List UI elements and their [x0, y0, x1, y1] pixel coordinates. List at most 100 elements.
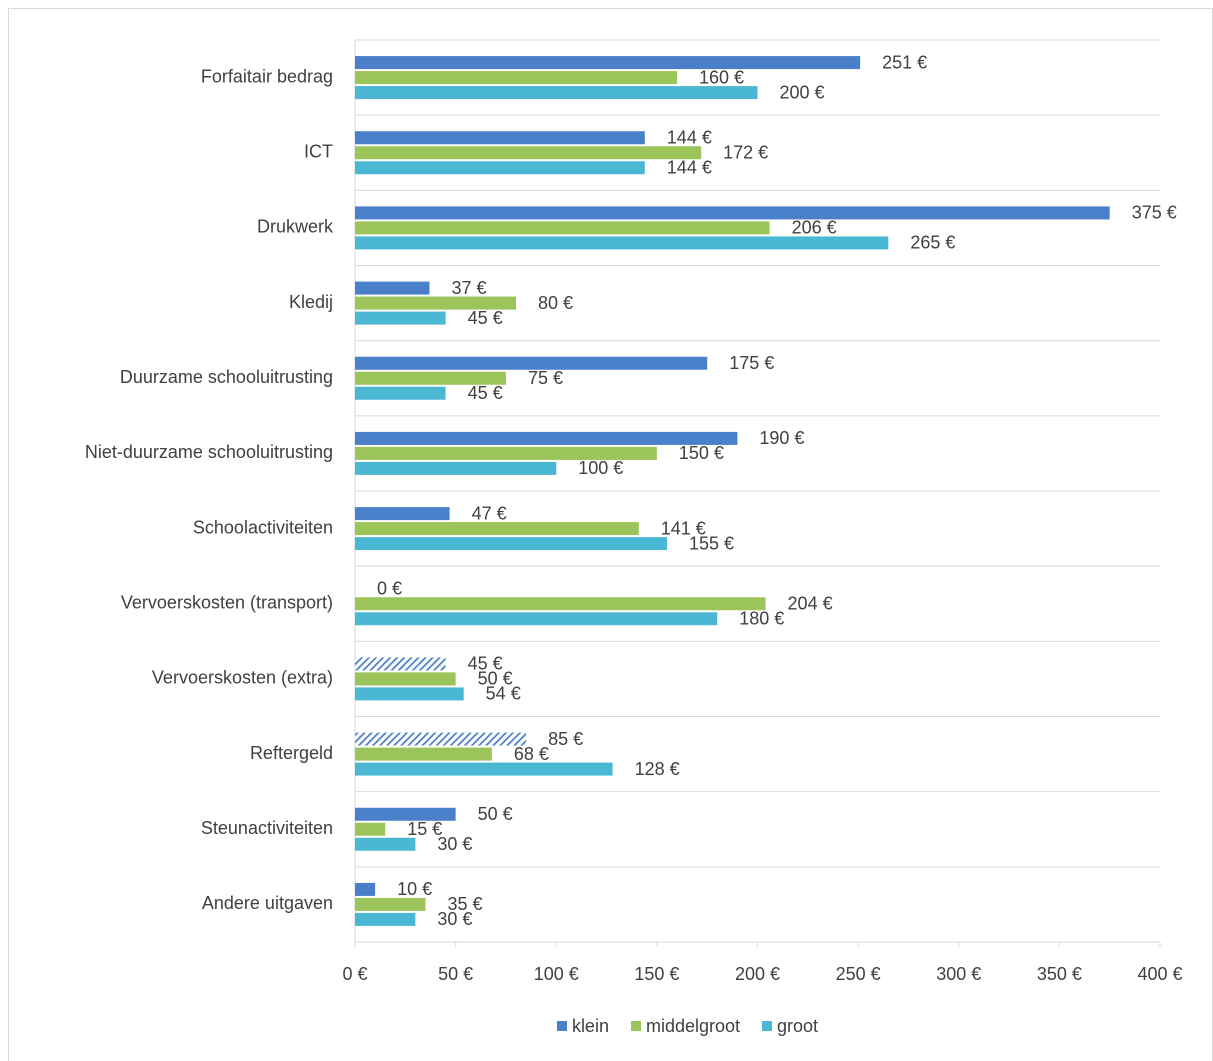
- bar: [355, 747, 492, 761]
- y-tick-label: Niet-duurzame schooluitrusting: [85, 442, 333, 462]
- x-tick-label: 50 €: [438, 964, 473, 984]
- bar: [355, 687, 464, 701]
- value-label: 206 €: [792, 218, 837, 238]
- legend-swatch: [556, 1021, 567, 1031]
- bar: [355, 882, 376, 896]
- bar: [355, 446, 657, 460]
- bar: [355, 597, 766, 611]
- value-label: 175 €: [729, 353, 774, 373]
- value-label: 50 €: [478, 804, 513, 824]
- x-tick-label: 150 €: [634, 964, 679, 984]
- value-label: 144 €: [667, 158, 712, 178]
- bar: [355, 86, 758, 100]
- value-label: 47 €: [472, 503, 507, 523]
- bar: [355, 762, 613, 776]
- legend-swatch: [762, 1021, 773, 1031]
- value-label: 45 €: [468, 383, 503, 403]
- x-tick-label: 0 €: [342, 964, 367, 984]
- value-label: 172 €: [723, 143, 768, 163]
- bar: [355, 131, 645, 145]
- y-tick-label: Vervoerskosten (transport): [121, 593, 333, 613]
- bar: [355, 612, 718, 626]
- y-tick-label: ICT: [304, 142, 333, 162]
- bar: [355, 311, 446, 325]
- value-label: 160 €: [699, 67, 744, 87]
- bar: [355, 161, 645, 175]
- bar: [355, 657, 446, 671]
- legend-swatch: [630, 1021, 641, 1031]
- value-label: 15 €: [407, 819, 442, 839]
- y-tick-label: Duurzame schooluitrusting: [120, 367, 333, 387]
- value-label: 100 €: [578, 458, 623, 478]
- x-tick-label: 350 €: [1037, 964, 1082, 984]
- bar: [355, 221, 770, 235]
- value-label: 180 €: [739, 609, 784, 629]
- value-label: 375 €: [1132, 203, 1177, 223]
- bar: [355, 281, 430, 295]
- value-label: 0 €: [377, 579, 402, 599]
- bar: [355, 371, 506, 385]
- bar: [355, 56, 861, 70]
- bar: [355, 236, 889, 250]
- bar: [355, 146, 702, 160]
- value-label: 30 €: [437, 834, 472, 854]
- value-label: 190 €: [759, 428, 804, 448]
- bar: [355, 71, 677, 85]
- bar: [355, 206, 1110, 220]
- bar: [355, 296, 516, 310]
- y-tick-label: Kledij: [289, 292, 333, 312]
- value-label: 30 €: [437, 909, 472, 929]
- x-tick-label: 300 €: [936, 964, 981, 984]
- legend-label: groot: [777, 1016, 818, 1036]
- value-label: 204 €: [788, 594, 833, 614]
- bar: [355, 732, 527, 746]
- x-tick-label: 400 €: [1137, 964, 1182, 984]
- value-label: 75 €: [528, 368, 563, 388]
- value-label: 10 €: [397, 879, 432, 899]
- legend: klein middelgroot groot: [556, 1016, 818, 1036]
- y-tick-label: Reftergeld: [250, 743, 333, 763]
- value-label: 68 €: [514, 744, 549, 764]
- value-label: 45 €: [468, 654, 503, 674]
- value-label: 85 €: [548, 729, 583, 749]
- y-tick-label: Steunactiviteiten: [201, 818, 333, 838]
- value-label: 251 €: [882, 52, 927, 72]
- value-label: 37 €: [451, 278, 486, 298]
- bar: [355, 822, 386, 836]
- x-tick-label: 200 €: [735, 964, 780, 984]
- legend-label: middelgroot: [646, 1016, 740, 1036]
- bar: [355, 807, 456, 821]
- bar: [355, 507, 450, 521]
- bar: [355, 897, 426, 911]
- bar: [355, 356, 708, 370]
- value-label: 141 €: [661, 518, 706, 538]
- bar: [355, 431, 738, 445]
- value-label: 265 €: [910, 233, 955, 253]
- bar: [355, 672, 456, 686]
- value-label: 80 €: [538, 293, 573, 313]
- x-tick-label: 100 €: [534, 964, 579, 984]
- x-tick-label: 250 €: [836, 964, 881, 984]
- legend-label: klein: [572, 1016, 609, 1036]
- value-label: 35 €: [447, 894, 482, 914]
- value-label: 155 €: [689, 533, 734, 553]
- bar: [355, 461, 557, 475]
- bar: [355, 837, 416, 851]
- y-tick-label: Andere uitgaven: [202, 893, 333, 913]
- y-tick-label: Drukwerk: [257, 217, 334, 237]
- value-label: 200 €: [780, 82, 825, 102]
- y-tick-label: Forfaitair bedrag: [201, 66, 333, 86]
- bar: [355, 386, 446, 400]
- y-tick-label: Schoolactiviteiten: [193, 517, 333, 537]
- y-tick-label: Vervoerskosten (extra): [152, 668, 333, 688]
- bar: [355, 537, 667, 551]
- value-label: 150 €: [679, 443, 724, 463]
- value-label: 45 €: [468, 308, 503, 328]
- bar: [355, 522, 639, 536]
- value-label: 144 €: [667, 128, 712, 148]
- bar: [355, 912, 416, 926]
- value-label: 54 €: [486, 684, 521, 704]
- value-label: 50 €: [478, 669, 513, 689]
- value-label: 128 €: [635, 759, 680, 779]
